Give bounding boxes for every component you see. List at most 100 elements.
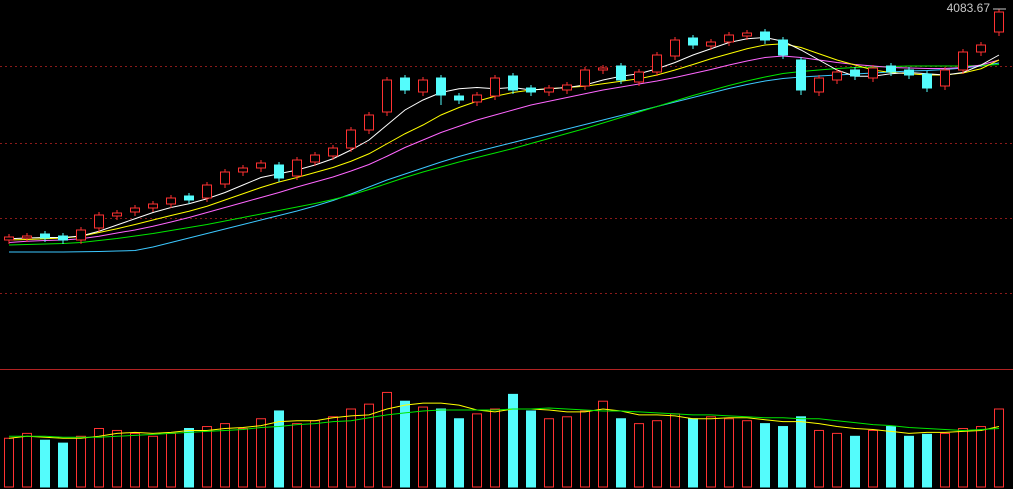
candle-body	[976, 44, 986, 53]
candle-body	[796, 59, 806, 91]
candle-body	[40, 233, 50, 239]
candle-body	[724, 34, 734, 43]
volume-bar	[382, 391, 392, 488]
candle-body	[328, 147, 338, 157]
volume-bar	[706, 416, 716, 488]
volume-bar	[166, 432, 176, 488]
candle-body	[742, 32, 752, 37]
volume-bar	[544, 418, 554, 488]
volume-bar	[958, 428, 968, 488]
volume-bar	[328, 416, 338, 488]
candle-body	[904, 69, 914, 76]
candle-body	[454, 95, 464, 101]
candle-body	[580, 69, 590, 87]
candle-body	[490, 77, 500, 97]
candle-body	[886, 65, 896, 73]
volume-bar	[130, 432, 140, 488]
ma-line	[8, 55, 1000, 243]
candle-body	[814, 77, 824, 93]
candle-body	[418, 79, 428, 93]
candle-body	[58, 235, 68, 241]
candle-body	[202, 184, 212, 199]
candle-body	[994, 11, 1004, 33]
candle-body	[562, 84, 572, 91]
volume-bar	[58, 442, 68, 488]
candle-body	[184, 195, 194, 201]
candle-body	[382, 79, 392, 113]
volume-bar	[814, 429, 824, 488]
volume-bar	[562, 416, 572, 488]
volume-bar	[472, 413, 482, 488]
candle-body	[832, 71, 842, 81]
volume-bar	[850, 435, 860, 488]
candle-body	[346, 129, 356, 149]
candle-body	[310, 154, 320, 163]
candle-body	[616, 65, 626, 81]
volume-bar	[76, 435, 86, 488]
volume-bar	[238, 428, 248, 488]
candle-body	[364, 114, 374, 131]
candle-body	[292, 159, 302, 177]
volume-bar	[652, 420, 662, 488]
candle-body	[436, 77, 446, 96]
volume-bar	[310, 420, 320, 488]
candle-body	[472, 94, 482, 103]
volume-bar	[778, 426, 788, 488]
volume-bar	[184, 428, 194, 488]
volume-bar	[490, 408, 500, 488]
volume-bar	[112, 429, 122, 488]
volume-bar	[940, 432, 950, 488]
volume-bar	[202, 426, 212, 488]
volume-bar	[148, 435, 158, 488]
candle-body	[256, 162, 266, 169]
volume-bar	[598, 400, 608, 488]
candle-body	[706, 41, 716, 47]
volume-bar	[346, 408, 356, 488]
candle-body	[112, 212, 122, 217]
volume-bar	[832, 432, 842, 488]
volume-bar	[670, 413, 680, 488]
candle-body	[634, 71, 644, 83]
volume-bar	[454, 418, 464, 488]
volume-bar	[634, 423, 644, 488]
volume-bar	[292, 423, 302, 488]
volume-ma-line	[9, 407, 1000, 438]
volume-bar	[508, 393, 518, 488]
volume-bar	[256, 418, 266, 488]
candle-body	[760, 31, 770, 41]
candle-body	[238, 167, 248, 173]
candle-body	[688, 37, 698, 46]
candle-body	[94, 214, 104, 229]
candle-body	[148, 203, 158, 209]
volume-bar	[904, 435, 914, 488]
volume-bar	[220, 423, 230, 488]
volume-bar	[796, 416, 806, 488]
volume-bar	[364, 403, 374, 488]
volume-bar	[688, 418, 698, 488]
candle-body	[508, 75, 518, 91]
candle-body	[166, 197, 176, 205]
volume-bar	[580, 410, 590, 488]
volume-bar	[400, 400, 410, 488]
ma-line	[8, 43, 1000, 241]
volume-bar	[868, 429, 878, 488]
volume-bar	[274, 410, 284, 488]
volume-bar	[922, 433, 932, 488]
candle-body	[598, 67, 608, 71]
volume-bar	[886, 426, 896, 488]
candle-body	[544, 87, 554, 93]
candle-body	[274, 164, 284, 179]
candle-body	[868, 67, 878, 79]
candle-body	[76, 229, 86, 241]
volume-ma-line	[8, 402, 1000, 439]
volume-bar	[94, 428, 104, 488]
volume-bar	[4, 437, 14, 488]
candle-body	[652, 54, 662, 73]
volume-bar	[994, 408, 1004, 488]
volume-bar	[616, 418, 626, 488]
candle-body	[220, 171, 230, 185]
candle-body	[922, 73, 932, 89]
max-price-label: 4083.67	[947, 1, 991, 15]
